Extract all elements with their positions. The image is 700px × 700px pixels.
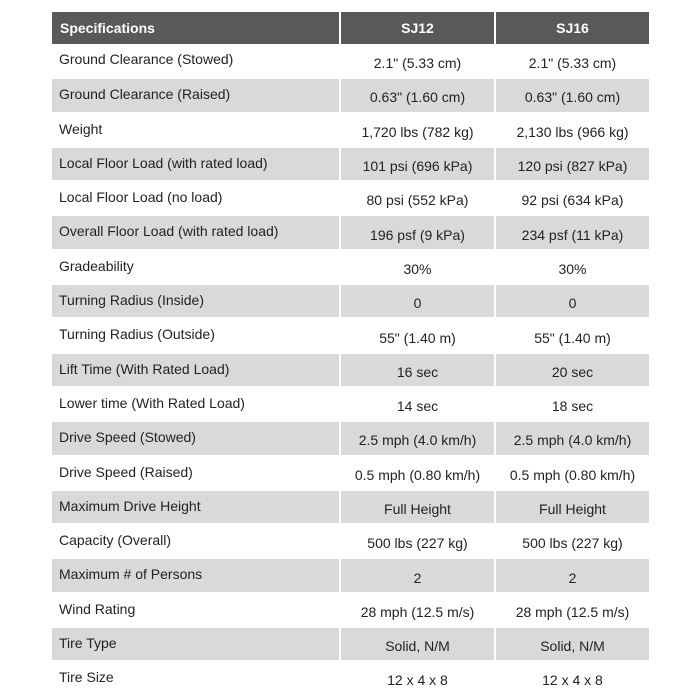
table-row: Gradeability 30% 30% — [52, 249, 649, 286]
sj12-value-cell: Solid, N/M — [340, 627, 496, 663]
sj12-value-cell: 14 sec — [340, 386, 496, 423]
spec-label-cell: Weight — [52, 112, 341, 148]
spec-label-cell: Capacity (Overall) — [52, 524, 341, 560]
sj16-value-cell: 2.1" (5.33 cm) — [495, 44, 649, 80]
sj16-value-cell: 28 mph (12.5 m/s) — [495, 592, 649, 629]
sj12-value-cell: 0.5 mph (0.80 km/h) — [340, 455, 496, 491]
sj16-value-cell: 234 psf (11 kPa) — [495, 215, 649, 251]
spec-label-cell: Local Floor Load (with rated load) — [52, 146, 341, 183]
sj12-value-cell: 1,720 lbs (782 kg) — [340, 112, 496, 148]
table-row: Drive Speed (Stowed) 2.5 mph (4.0 km/h) 2.… — [52, 421, 649, 457]
header-specifications: Specifications — [52, 12, 341, 44]
sj16-value-cell: 120 psi (827 kPa) — [495, 146, 649, 183]
table-row: Maximum # of Persons 2 2 — [52, 558, 649, 594]
sj12-value-cell: 2.1" (5.33 cm) — [340, 44, 496, 80]
spec-label-cell: Wind Rating — [52, 592, 341, 629]
sj16-value-cell: 0.63" (1.60 cm) — [495, 78, 649, 114]
table-row: Ground Clearance (Stowed) 2.1" (5.33 cm) 2… — [52, 44, 649, 80]
table-body: Ground Clearance (Stowed) 2.1" (5.33 cm) 2… — [52, 44, 649, 697]
spec-label-cell: Maximum Drive Height — [52, 489, 341, 526]
spec-label-cell: Gradeability — [52, 249, 341, 286]
spec-label-cell: Overall Floor Load (with rated load) — [52, 215, 341, 251]
sj16-value-cell: Solid, N/M — [495, 627, 649, 663]
table-row: Overall Floor Load (with rated load) 196 … — [52, 215, 649, 251]
spec-label-cell: Lower time (With Rated Load) — [52, 386, 341, 423]
table-row: Local Floor Load (with rated load) 101 ps… — [52, 146, 649, 183]
sj12-value-cell: 500 lbs (227 kg) — [340, 524, 496, 560]
sj12-value-cell: 12 x 4 x 8 — [340, 661, 496, 697]
sj16-value-cell: 0.5 mph (0.80 km/h) — [495, 455, 649, 491]
sj12-value-cell: 28 mph (12.5 m/s) — [340, 592, 496, 629]
spec-label-cell: Local Floor Load (no load) — [52, 181, 341, 217]
sj12-value-cell: 80 psi (552 kPa) — [340, 181, 496, 217]
table-row: Lower time (With Rated Load) 14 sec 18 sec — [52, 386, 649, 423]
spec-label-cell: Lift Time (With Rated Load) — [52, 352, 341, 388]
sj12-value-cell: 16 sec — [340, 352, 496, 388]
sj12-value-cell: 196 psf (9 kPa) — [340, 215, 496, 251]
table-row: Local Floor Load (no load) 80 psi (552 kP… — [52, 181, 649, 217]
table-row: Weight 1,720 lbs (782 kg) 2,130 lbs (966 k… — [52, 112, 649, 148]
sj16-value-cell: 18 sec — [495, 386, 649, 423]
spec-label-cell: Tire Size — [52, 661, 341, 697]
spec-label-cell: Maximum # of Persons — [52, 558, 341, 594]
table-header-row: Specifications SJ12 SJ16 — [52, 12, 649, 44]
specifications-table: Specifications SJ12 SJ16 Ground Clearanc… — [52, 12, 649, 697]
sj16-value-cell: 500 lbs (227 kg) — [495, 524, 649, 560]
spec-label-cell: Drive Speed (Stowed) — [52, 421, 341, 457]
table-row: Turning Radius (Inside) 0 0 — [52, 284, 649, 320]
sj12-value-cell: 55" (1.40 m) — [340, 318, 496, 354]
table-row: Turning Radius (Outside) 55" (1.40 m) 55" … — [52, 318, 649, 354]
spec-label-cell: Turning Radius (Inside) — [52, 284, 341, 320]
spec-label-cell: Ground Clearance (Raised) — [52, 78, 341, 114]
sj16-value-cell: 0 — [495, 284, 649, 320]
sj16-value-cell: 2,130 lbs (966 kg) — [495, 112, 649, 148]
table-row: Drive Speed (Raised) 0.5 mph (0.80 km/h) 0… — [52, 455, 649, 491]
sj16-value-cell: 12 x 4 x 8 — [495, 661, 649, 697]
spec-label-cell: Tire Type — [52, 627, 341, 663]
spec-label-cell: Ground Clearance (Stowed) — [52, 44, 341, 80]
sj16-value-cell: 2.5 mph (4.0 km/h) — [495, 421, 649, 457]
table-row: Capacity (Overall) 500 lbs (227 kg) 500 lb… — [52, 524, 649, 560]
sj12-value-cell: 2 — [340, 558, 496, 594]
sj16-value-cell: 30% — [495, 249, 649, 286]
sj12-value-cell: Full Height — [340, 489, 496, 526]
sj16-value-cell: 20 sec — [495, 352, 649, 388]
sj12-value-cell: 30% — [340, 249, 496, 286]
table-row: Tire Size 12 x 4 x 8 12 x 4 x 8 — [52, 661, 649, 697]
header-sj16: SJ16 — [495, 12, 649, 44]
table-row: Wind Rating 28 mph (12.5 m/s) 28 mph (12.5… — [52, 592, 649, 629]
spec-label-cell: Drive Speed (Raised) — [52, 455, 341, 491]
spec-label-cell: Turning Radius (Outside) — [52, 318, 341, 354]
sj12-value-cell: 101 psi (696 kPa) — [340, 146, 496, 183]
header-sj12: SJ12 — [340, 12, 496, 44]
sj16-value-cell: 55" (1.40 m) — [495, 318, 649, 354]
table-row: Lift Time (With Rated Load) 16 sec 20 sec — [52, 352, 649, 388]
table-row: Tire Type Solid, N/M Solid, N/M — [52, 627, 649, 663]
sj12-value-cell: 0 — [340, 284, 496, 320]
sj12-value-cell: 0.63" (1.60 cm) — [340, 78, 496, 114]
sj12-value-cell: 2.5 mph (4.0 km/h) — [340, 421, 496, 457]
sj16-value-cell: 2 — [495, 558, 649, 594]
table-row: Maximum Drive Height Full Height Full Heig… — [52, 489, 649, 526]
sj16-value-cell: 92 psi (634 kPa) — [495, 181, 649, 217]
sj16-value-cell: Full Height — [495, 489, 649, 526]
table-row: Ground Clearance (Raised) 0.63" (1.60 cm)… — [52, 78, 649, 114]
